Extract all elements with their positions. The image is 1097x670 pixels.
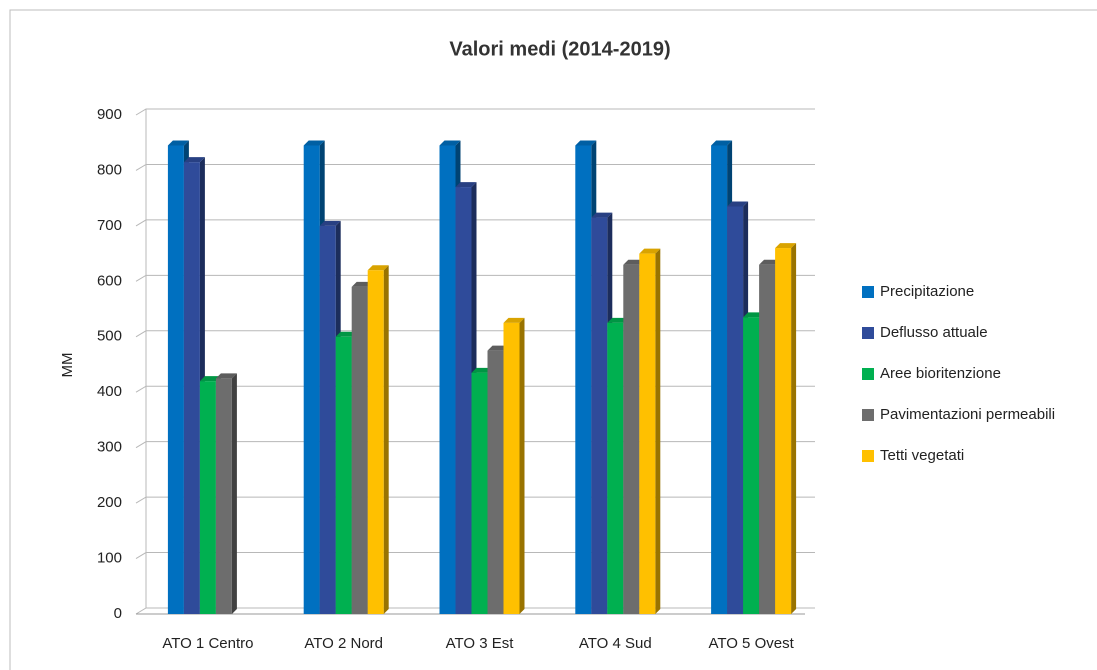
bar — [639, 253, 656, 614]
y-tick-label: 200 — [97, 494, 122, 511]
bar — [471, 372, 488, 614]
bar-top — [303, 140, 325, 146]
y-tick-label: 900 — [97, 106, 122, 123]
bar-side — [655, 248, 661, 614]
bar-top — [455, 182, 477, 188]
x-tick-label: ATO 1 Centro — [162, 635, 253, 652]
bar — [167, 145, 184, 614]
bar — [575, 145, 592, 614]
bar — [743, 317, 760, 614]
bar-top — [439, 140, 461, 146]
legend-swatch — [862, 286, 874, 298]
x-tick-label: ATO 2 Nord — [304, 635, 383, 652]
legend-swatch — [862, 450, 874, 462]
bar — [607, 322, 624, 614]
bar-top — [167, 140, 189, 146]
bar-top — [759, 259, 781, 265]
bar-top — [215, 373, 237, 379]
bar-top — [183, 157, 205, 163]
bar — [455, 187, 472, 615]
bar-top — [351, 281, 373, 287]
bar — [727, 206, 744, 614]
bar — [351, 286, 368, 614]
bar — [335, 336, 352, 614]
y-tick-label: 700 — [97, 217, 122, 234]
legend-label: Aree bioritenzione — [880, 365, 1001, 382]
x-tick-label: ATO 4 Sud — [579, 635, 652, 652]
bar-top — [503, 317, 525, 323]
legend-label: Tetti vegetati — [880, 447, 964, 464]
bar-top — [335, 331, 357, 337]
bar-top — [591, 212, 613, 218]
legend-swatch — [862, 327, 874, 339]
bar — [215, 378, 232, 614]
y-tick-label: 500 — [97, 328, 122, 345]
bar-top — [775, 243, 797, 249]
bar-top — [607, 317, 629, 323]
y-tick-label: 400 — [97, 383, 122, 400]
x-tick-label: ATO 5 Ovest — [708, 635, 794, 652]
bar — [775, 248, 792, 615]
bar — [199, 381, 216, 614]
bar-top — [575, 140, 597, 146]
bar-side — [231, 373, 237, 614]
y-tick-label: 800 — [97, 161, 122, 178]
bar-side — [791, 243, 797, 615]
frame — [9, 9, 1097, 670]
legend-label: Deflusso attuale — [880, 324, 988, 341]
legend-swatch — [862, 368, 874, 380]
bar — [303, 145, 320, 614]
bar — [711, 145, 728, 614]
bar — [759, 264, 776, 614]
bar-top — [743, 312, 765, 318]
bar-top — [471, 367, 493, 373]
bar — [367, 270, 384, 614]
bar-top — [711, 140, 733, 146]
legend-label: Precipitazione — [880, 283, 974, 300]
bar-top — [199, 376, 221, 382]
bar-top — [727, 201, 749, 207]
bar-top — [319, 220, 341, 226]
bar — [591, 217, 608, 615]
bar — [183, 162, 200, 614]
bar-top — [623, 259, 645, 265]
y-tick-label: 600 — [97, 272, 122, 289]
bar-top — [639, 248, 661, 254]
grid-line — [135, 108, 815, 116]
bar — [487, 350, 504, 614]
bar-top — [367, 265, 389, 271]
bar — [623, 264, 640, 614]
chart-title: Valori medi (2014-2019) — [449, 38, 670, 60]
y-axis-label: MM — [59, 353, 76, 378]
y-tick-label: 100 — [97, 550, 122, 567]
bar — [503, 322, 520, 614]
bar — [439, 145, 456, 614]
y-tick-label: 300 — [97, 439, 122, 456]
bar-top — [487, 345, 509, 351]
legend-label: Pavimentazioni permeabili — [880, 406, 1055, 423]
y-tick-label: 0 — [114, 605, 122, 622]
bar-side — [383, 265, 389, 614]
x-tick-label: ATO 3 Est — [446, 635, 515, 652]
bar — [319, 225, 336, 614]
legend-swatch — [862, 409, 874, 421]
bar-side — [519, 317, 525, 614]
